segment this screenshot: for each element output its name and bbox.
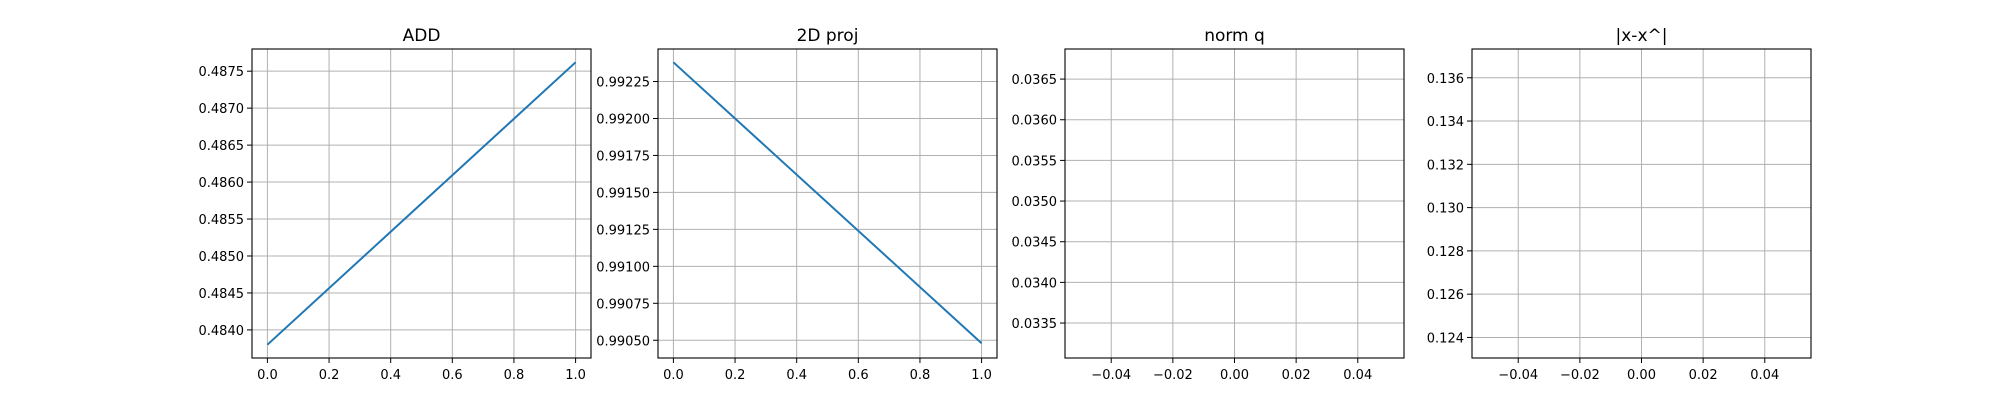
x-tick-label: 0.0 bbox=[257, 368, 278, 383]
y-tick-label: 0.0360 bbox=[1012, 114, 1058, 129]
y-tick-label: 0.99150 bbox=[596, 186, 650, 201]
axes-frame bbox=[251, 48, 592, 359]
y-tick-label: 0.4850 bbox=[199, 250, 245, 265]
subplot-title: ADD bbox=[403, 26, 441, 46]
x-tick-label: 1.0 bbox=[565, 368, 586, 383]
y-tick-label: 0.124 bbox=[1427, 331, 1464, 346]
y-tick-label: 0.136 bbox=[1427, 72, 1464, 87]
y-tick-label: 0.4855 bbox=[199, 213, 245, 228]
x-tick-label: 0.02 bbox=[1282, 368, 1311, 383]
y-tick-label: 0.4840 bbox=[199, 324, 245, 339]
y-tick-label: 0.0340 bbox=[1012, 276, 1058, 291]
subplot-3: norm q −0.04 −0.02 0.00 0.02 0.04 0.0335 0.0340… bbox=[1012, 26, 1405, 383]
y-tick-label: 0.0335 bbox=[1012, 317, 1058, 332]
x-tick-label: −0.04 bbox=[1498, 368, 1538, 383]
series-line-1 bbox=[672, 61, 983, 344]
subplot-1: ADD 0.0 0.2 0.4 0.6 0.8 1.0 0.4840 0.4845 0.4850 0… bbox=[199, 26, 592, 383]
x-tick-label: 0.6 bbox=[848, 368, 869, 383]
y-tick-label: 0.128 bbox=[1427, 245, 1464, 260]
y-tick-label: 0.0350 bbox=[1012, 195, 1058, 210]
x-tick-label: 0.00 bbox=[1220, 368, 1249, 383]
y-tick-label: 0.0345 bbox=[1012, 236, 1058, 251]
subplot-title: 2D proj bbox=[797, 26, 859, 46]
y-tick-label: 0.4860 bbox=[199, 176, 245, 191]
x-tick-label: −0.02 bbox=[1153, 368, 1193, 383]
y-tick-label: 0.126 bbox=[1427, 288, 1464, 303]
subplot-title: |x-x^| bbox=[1616, 26, 1668, 46]
y-tick-label: 0.4870 bbox=[199, 102, 245, 117]
y-tick-label: 0.99225 bbox=[596, 76, 650, 91]
y-tick-label: 0.99200 bbox=[596, 112, 650, 127]
y-tick-label: 0.134 bbox=[1427, 115, 1464, 130]
x-tick-label: 0.4 bbox=[786, 368, 807, 383]
y-tick-label: 0.4875 bbox=[199, 65, 245, 80]
axes-frame bbox=[657, 48, 998, 359]
y-tick-label: 0.99050 bbox=[596, 334, 650, 349]
x-tick-label: 0.04 bbox=[1750, 368, 1779, 383]
x-tick-label: 0.0 bbox=[663, 368, 684, 383]
y-tick-label: 0.130 bbox=[1427, 202, 1464, 217]
x-tick-label: 0.4 bbox=[380, 368, 401, 383]
y-tick-label: 0.99100 bbox=[596, 260, 650, 275]
y-tick-label: 0.132 bbox=[1427, 158, 1464, 173]
y-tick-label: 0.99075 bbox=[596, 297, 650, 312]
x-tick-label: 0.2 bbox=[725, 368, 746, 383]
x-tick-label: 0.8 bbox=[910, 368, 931, 383]
x-tick-label: 0.8 bbox=[504, 368, 525, 383]
x-tick-label: 0.00 bbox=[1627, 368, 1656, 383]
y-tick-label: 0.4845 bbox=[199, 287, 245, 302]
y-tick-label: 0.4865 bbox=[199, 139, 245, 154]
x-tick-label: 0.04 bbox=[1343, 368, 1372, 383]
series-line-1 bbox=[266, 61, 577, 346]
x-tick-label: 0.6 bbox=[442, 368, 463, 383]
x-tick-label: −0.02 bbox=[1560, 368, 1600, 383]
y-tick-label: 0.0365 bbox=[1012, 73, 1058, 88]
subplot-title: norm q bbox=[1204, 26, 1265, 46]
y-tick-label: 0.0355 bbox=[1012, 154, 1058, 169]
x-tick-label: −0.04 bbox=[1091, 368, 1131, 383]
x-tick-label: 0.2 bbox=[319, 368, 340, 383]
x-tick-label: 1.0 bbox=[971, 368, 992, 383]
subplot-2: 2D proj 0.0 0.2 0.4 0.6 0.8 1.0 0.99050 0.99075 0… bbox=[596, 26, 998, 383]
subplot-4: |x-x^| −0.04 −0.02 0.00 0.02 0.04 0.124 0.126 0.… bbox=[1427, 26, 1812, 383]
y-tick-label: 0.99125 bbox=[596, 223, 650, 238]
x-tick-label: 0.02 bbox=[1689, 368, 1718, 383]
y-tick-label: 0.99175 bbox=[596, 149, 650, 164]
